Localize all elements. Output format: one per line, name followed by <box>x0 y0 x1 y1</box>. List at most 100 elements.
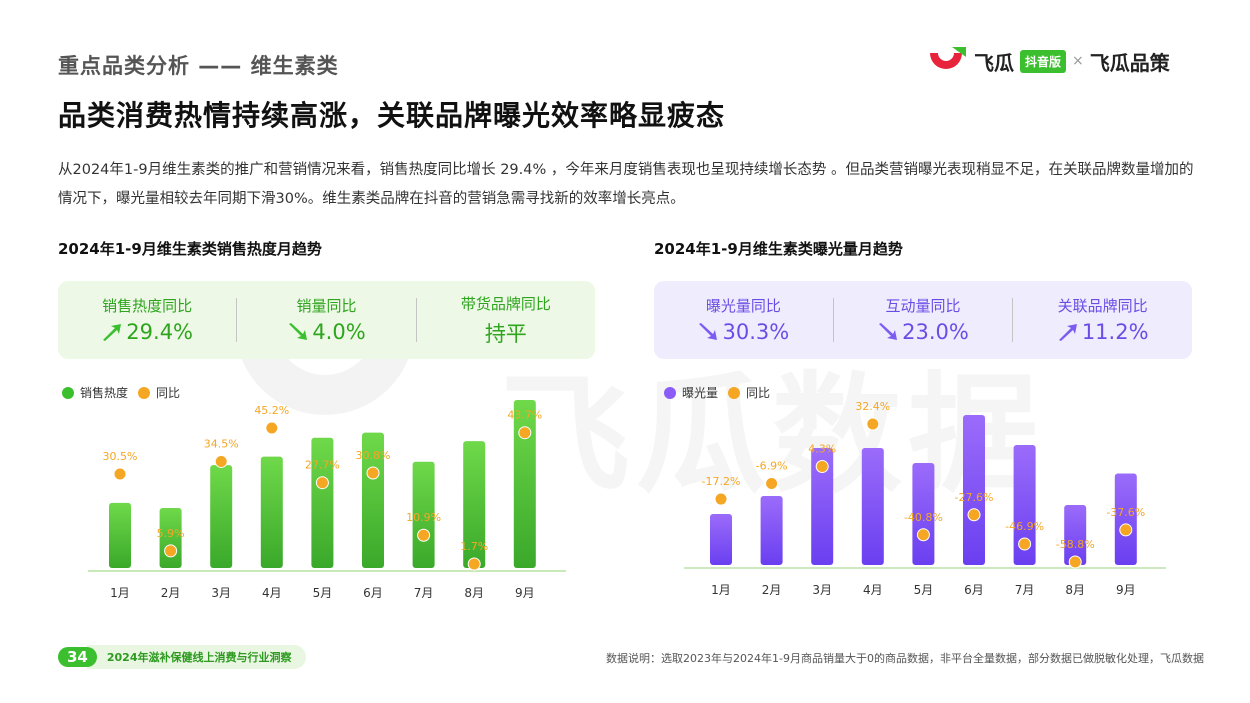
yoy-data-label: -17.2% <box>702 475 741 488</box>
bar-7 <box>412 461 435 568</box>
kpi-value: 29.4% <box>101 320 193 344</box>
legend-item: 同比 <box>138 384 180 401</box>
yoy-point-7 <box>1018 537 1032 551</box>
left-chart-heading: 2024年1-9月维生素类销售热度月趋势 <box>58 240 322 258</box>
yoy-data-label: 43.7% <box>507 409 542 422</box>
yoy-data-label: 27.7% <box>305 459 340 472</box>
bar-6 <box>362 432 384 568</box>
x-tick-label: 5月 <box>914 583 934 597</box>
yoy-point-3 <box>214 454 228 468</box>
data-footnote: 数据说明：选取2023年与2024年1-9月商品销量大于0的商品数据，非平台全量… <box>606 652 1204 665</box>
bar-6 <box>963 415 985 565</box>
yoy-point-1 <box>714 492 728 506</box>
x-tick-label: 3月 <box>812 583 832 597</box>
footer-badge: 34 2024年滋补保健线上消费与行业洞察 <box>58 645 306 669</box>
kpi-value: 30.3% <box>697 320 789 344</box>
divider <box>1012 298 1014 342</box>
right-kpi-panel: 曝光量同比 30.3% 互动量同比 23.0% 关联品牌同比 11.2% <box>654 281 1192 359</box>
yoy-data-label: 45.2% <box>254 404 289 417</box>
x-tick-label: 1月 <box>110 586 130 600</box>
x-tick-label: 9月 <box>1116 583 1136 597</box>
kpi-label: 带货品牌同比 <box>460 294 551 313</box>
x-tick-label: 4月 <box>863 583 883 597</box>
bar-9 <box>513 400 536 568</box>
legend-dot <box>138 386 151 399</box>
right-chart-heading: 2024年1-9月维生素类曝光量月趋势 <box>654 240 903 258</box>
x-tick-label: 1月 <box>711 583 731 597</box>
yoy-data-label: -6.9% <box>756 459 788 472</box>
yoy-point-1 <box>113 467 127 481</box>
yoy-point-5 <box>916 528 930 542</box>
bar-4 <box>260 456 283 568</box>
kpi-related-brands: 关联品牌同比 11.2% <box>1013 295 1192 346</box>
feigua-logo-icon <box>930 47 966 69</box>
bar-3 <box>210 465 233 568</box>
x-tick-label: 2月 <box>762 583 782 597</box>
brand-name-2: 飞瓜品策 <box>1089 50 1170 75</box>
exposure-chart: 1月 -17.2% 2月 -6.9% 3月 4.3% 4月 32.4% 5月 -40.8% 6月 -2… <box>684 400 1166 597</box>
x-tick-label: 4月 <box>262 586 282 600</box>
kpi-label: 关联品牌同比 <box>1057 296 1148 315</box>
yoy-point-8 <box>467 557 481 571</box>
arrow-up-icon <box>1058 323 1077 341</box>
yoy-point-4 <box>265 421 279 435</box>
kpi-label: 销售热度同比 <box>102 296 193 315</box>
yoy-point-4 <box>866 417 880 431</box>
yoy-data-label: 30.5% <box>103 450 138 463</box>
yoy-data-label: -27.6% <box>955 491 994 504</box>
yoy-data-label: 4.3% <box>808 443 836 456</box>
sales-heat-chart: 1月 30.5% 2月 5.9% 3月 34.5% 4月 45.2% 5月 27.7% 6月 30.8… <box>88 400 566 600</box>
yoy-data-label: 30.8% <box>356 449 391 462</box>
divider <box>832 298 834 342</box>
left-kpi-panel: 销售热度同比 29.4% 销量同比 4.0% 带货品牌同比 持平 <box>58 281 595 359</box>
yoy-point-3 <box>815 460 829 474</box>
yoy-data-label: 5.9% <box>157 527 185 540</box>
yoy-point-7 <box>417 528 431 542</box>
bar-3 <box>811 448 834 565</box>
kpi-value: 4.0% <box>287 320 366 344</box>
bar-2 <box>760 496 783 565</box>
x-tick-label: 9月 <box>515 586 535 600</box>
yoy-point-9 <box>1119 523 1133 537</box>
arrow-down-icon <box>289 322 308 340</box>
x-tick-label: 8月 <box>1065 583 1085 597</box>
kpi-label: 曝光量同比 <box>705 296 781 315</box>
kpi-interaction: 互动量同比 23.0% <box>834 295 1013 346</box>
x-tick-label: 3月 <box>211 586 231 600</box>
yoy-point-2 <box>765 476 779 490</box>
yoy-data-label: -58.8% <box>1056 538 1095 551</box>
legend-item: 曝光量 <box>664 384 718 401</box>
bar-5 <box>912 463 935 565</box>
bar-1 <box>109 502 131 568</box>
bar-4 <box>861 448 884 565</box>
arrow-down-icon <box>879 322 898 340</box>
x-tick-label: 7月 <box>1015 583 1035 597</box>
yoy-point-6 <box>967 508 981 522</box>
section-title: 重点品类分析 —— 维生素类 <box>58 54 339 78</box>
kpi-value: 持平 <box>484 321 527 346</box>
kpi-sales-heat: 销售热度同比 29.4% <box>58 295 236 346</box>
intro-paragraph: 从2024年1-9月维生素类的推广和营销情况来看，销售热度同比增长 29.4% … <box>58 162 1194 207</box>
legend-item: 销售热度 <box>62 384 128 401</box>
yoy-point-8 <box>1068 555 1082 569</box>
bar-1 <box>710 514 732 565</box>
page-number: 34 <box>58 647 97 667</box>
kpi-value: 11.2% <box>1057 320 1149 344</box>
legend-dot <box>62 386 74 399</box>
yoy-point-9 <box>518 426 532 440</box>
yoy-data-label: 34.5% <box>204 437 239 450</box>
kpi-exposure: 曝光量同比 30.3% <box>654 295 833 346</box>
divider <box>415 298 417 342</box>
arrow-down-icon <box>699 322 718 340</box>
x-tick-label: 7月 <box>414 586 434 600</box>
kpi-label: 销量同比 <box>296 296 357 315</box>
brand-badge: 抖音版 <box>1020 49 1067 73</box>
kpi-label: 互动量同比 <box>885 296 961 315</box>
divider <box>236 298 238 342</box>
right-legend: 曝光量 同比 <box>664 384 770 401</box>
bar-8 <box>1064 505 1087 565</box>
kpi-value: 23.0% <box>877 320 969 344</box>
x-tick-label: 6月 <box>964 583 984 597</box>
x-tick-label: 5月 <box>313 586 333 600</box>
arrow-up-icon <box>103 323 122 341</box>
